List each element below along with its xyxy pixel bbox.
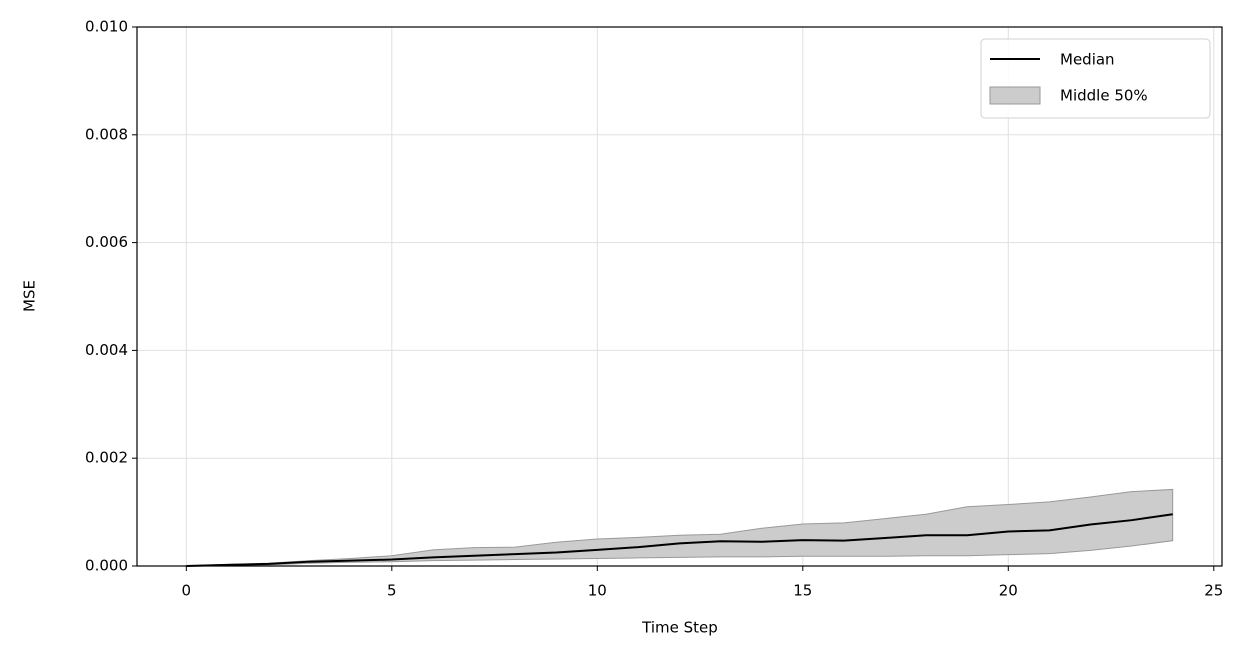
x-tick-label: 15	[793, 582, 812, 600]
x-tick-label: 5	[387, 582, 397, 600]
x-axis-label: Time Step	[641, 619, 718, 637]
y-tick-label: 0.010	[85, 18, 128, 36]
x-tick-label: 20	[999, 582, 1018, 600]
median-line	[186, 513, 1173, 567]
y-tick-label: 0.000	[85, 557, 128, 575]
y-tick-label: 0.002	[85, 449, 128, 467]
legend-label: Median	[1060, 51, 1115, 69]
band	[186, 488, 1174, 567]
y-tick-label: 0.008	[85, 125, 128, 143]
legend-label: Middle 50%	[1060, 87, 1148, 105]
legend-patch	[989, 86, 1041, 105]
y-tick-label: 0.004	[85, 341, 128, 359]
x-tick-label: 25	[1204, 582, 1223, 600]
x-tick-label: 10	[588, 582, 607, 600]
plot-frame	[136, 26, 1223, 567]
y-tick-label: 0.006	[85, 233, 128, 251]
x-tick-label: 0	[182, 582, 192, 600]
y-axis-label: MSE	[21, 280, 39, 312]
